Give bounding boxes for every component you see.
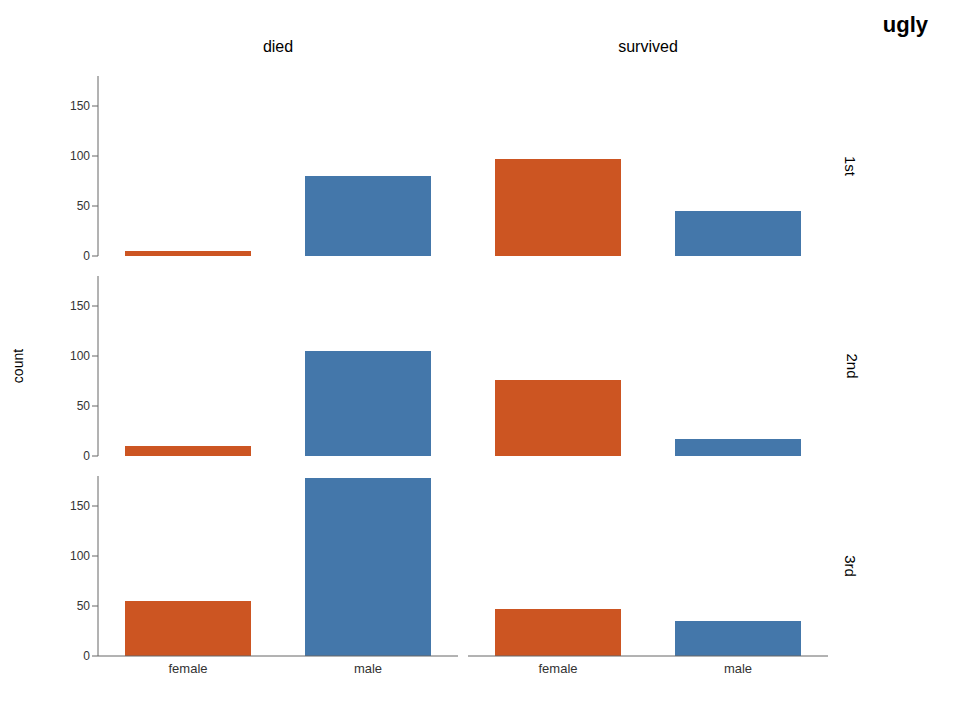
svg-text:0: 0 (83, 249, 90, 263)
svg-text:100: 100 (70, 549, 90, 563)
svg-text:female: female (168, 661, 207, 676)
svg-text:0: 0 (83, 649, 90, 663)
html-text:3rd: 3rd (842, 555, 860, 577)
svg-text:0: 0 (83, 449, 90, 463)
html-text:count: count (10, 348, 27, 384)
svg-text:male: male (724, 661, 752, 676)
html-text:ugly: ugly (882, 12, 928, 37)
svg-text:150: 150 (70, 299, 90, 313)
html-text:survived: survived (618, 38, 678, 55)
svg-text:100: 100 (70, 349, 90, 363)
svg-text:150: 150 (70, 499, 90, 513)
svg-text:100: 100 (70, 149, 90, 163)
html-text:1st: 1st (841, 156, 859, 176)
svg-text:female: female (538, 661, 577, 676)
svg-text:50: 50 (77, 599, 91, 613)
svg-text:50: 50 (77, 199, 91, 213)
html-text:2nd: 2nd (844, 353, 861, 379)
svg-text:male: male (354, 661, 382, 676)
svg-text:50: 50 (77, 399, 91, 413)
html-text:died: died (262, 38, 294, 55)
svg-text:150: 150 (70, 99, 90, 113)
